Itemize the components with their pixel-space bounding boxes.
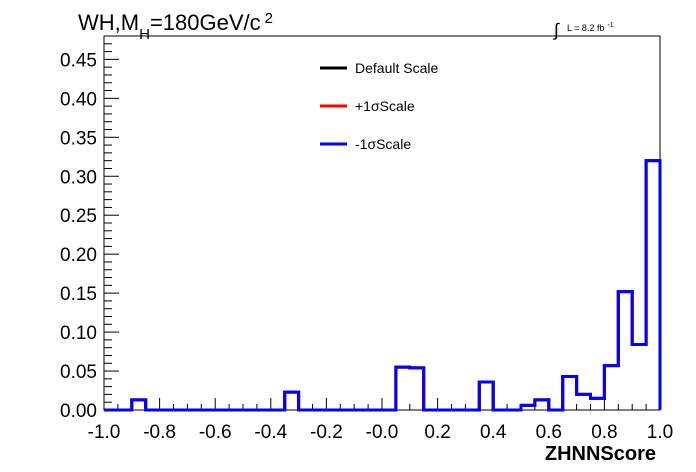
- y-tick-label: 0.15: [60, 284, 97, 305]
- x-tick-label: -0.4: [254, 422, 287, 443]
- x-tick-label: 0.6: [536, 422, 562, 443]
- x-tick-label: 0.2: [424, 422, 450, 443]
- title-superscript: 2: [265, 10, 273, 27]
- y-tick-label: 0.05: [60, 362, 97, 383]
- legend: Default Scale +1σScale -1σScale: [320, 60, 438, 152]
- legend-entry: -1σScale: [355, 136, 411, 152]
- y-tick-label: 0.10: [60, 323, 97, 344]
- y-tick-label: 0.30: [60, 167, 97, 188]
- y-tick-label: 0.45: [60, 50, 97, 71]
- lumi-text: L = 8.2 fb: [567, 23, 604, 33]
- series-line: [104, 159, 662, 412]
- x-tick-label: -0.2: [310, 422, 343, 443]
- y-tick-label: 0.20: [60, 245, 97, 266]
- title-subscript: H: [139, 26, 150, 43]
- y-tick-label: 0.00: [60, 401, 97, 422]
- y-tick-label: 0.25: [60, 206, 97, 227]
- chart-title: WH,MH=180GeV/c 2: [78, 10, 273, 43]
- y-axis: 0.00 0.05 0.10 0.15 0.20 0.25 0.30 0.35 0.40 0.45: [60, 43, 119, 422]
- series-group: [104, 159, 662, 412]
- x-tick-label: -0.6: [199, 422, 232, 443]
- y-tick-label: 0.35: [60, 128, 97, 149]
- legend-entry: Default Scale: [355, 60, 438, 76]
- x-tick-label: 0.8: [591, 422, 617, 443]
- x-tick-label: 0.4: [480, 422, 507, 443]
- x-tick-label: -0.0: [366, 422, 399, 443]
- x-tick-label: -0.8: [143, 422, 176, 443]
- x-tick-label: 1.0: [647, 422, 673, 443]
- title-rest: =180GeV/c: [150, 10, 261, 35]
- y-tick-label: 0.40: [60, 89, 97, 110]
- lumi-label: L = 8.2 fb -1: [567, 22, 614, 33]
- lumi-integral: ∫: [552, 20, 560, 40]
- x-axis-label: ZHNNScore: [545, 443, 656, 465]
- title-main: WH,M: [78, 10, 139, 35]
- legend-entry: +1σScale: [355, 98, 415, 114]
- lumi-superscript: -1: [607, 22, 613, 29]
- x-tick-label: -1.0: [88, 422, 121, 443]
